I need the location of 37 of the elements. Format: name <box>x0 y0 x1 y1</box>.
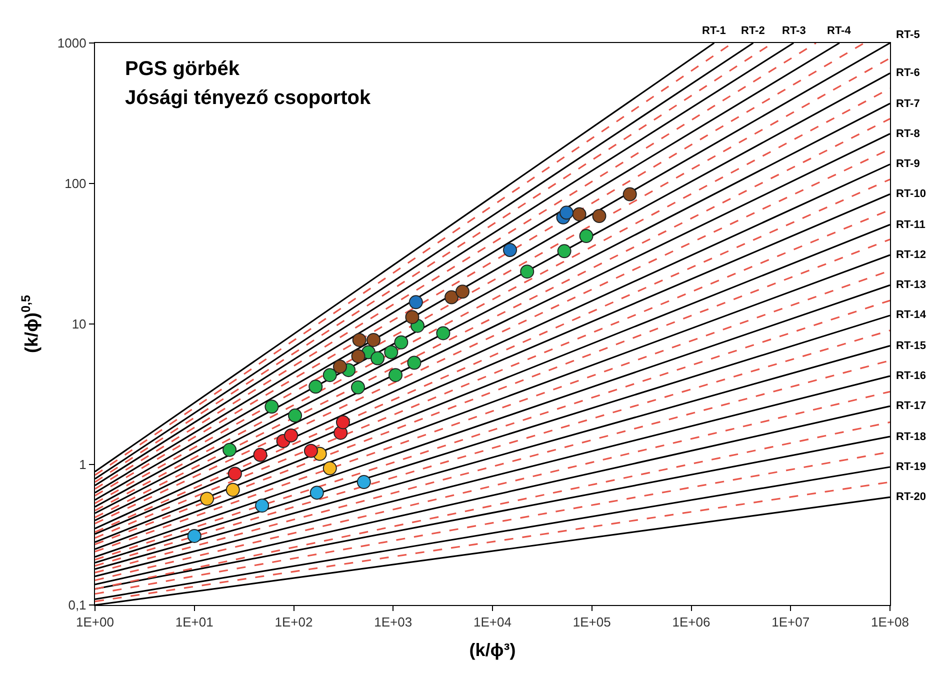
series-label: RT-10 <box>896 188 926 200</box>
x-tick-label: 1E+00 <box>76 614 114 630</box>
series-label: RT-3 <box>782 25 806 37</box>
x-tick-label: 1E+01 <box>175 614 214 630</box>
y-tick-label: 100 <box>64 176 86 192</box>
x-tick-label: 1E+08 <box>871 614 909 630</box>
y-tick-label: 0,1 <box>68 598 86 613</box>
text: PGS görbék <box>125 58 240 80</box>
y-tick-label: 1 <box>79 457 86 472</box>
series-label: RT-6 <box>896 67 920 79</box>
series-label: RT-16 <box>896 370 926 382</box>
series-label: RT-13 <box>896 279 926 291</box>
x-tick-label: 1E+07 <box>772 614 810 630</box>
series-label: RT-19 <box>896 461 926 473</box>
series-label: RT-8 <box>896 128 920 140</box>
x-tick-label: 1E+06 <box>672 614 710 630</box>
series-label: RT-20 <box>896 491 926 503</box>
x-tick-label: 1E+02 <box>274 614 313 630</box>
series-label: RT-17 <box>896 400 926 412</box>
y-tick-label: 10 <box>72 316 86 332</box>
series-label: RT-2 <box>741 25 765 37</box>
series-label: RT-15 <box>896 340 926 352</box>
y-tick-label: 1000 <box>57 36 86 51</box>
series-label: RT-11 <box>896 219 926 231</box>
series-label: RT-14 <box>896 309 927 321</box>
series-label: RT-18 <box>896 431 926 443</box>
x-axis-title: (k/ϕ³) <box>469 640 516 660</box>
x-tick-label: 1E+04 <box>474 614 512 630</box>
x-tick-label: 1E+03 <box>374 614 412 630</box>
series-label: RT-1 <box>702 25 726 37</box>
x-tick-label: 1E+05 <box>572 614 611 630</box>
series-label: RT-5 <box>896 29 920 41</box>
text: Jósági tényező csoportok <box>125 87 372 109</box>
series-label: RT-12 <box>896 249 926 261</box>
series-label: RT-4 <box>827 25 852 37</box>
series-label: RT-7 <box>896 98 920 110</box>
series-label: RT-9 <box>896 158 920 170</box>
